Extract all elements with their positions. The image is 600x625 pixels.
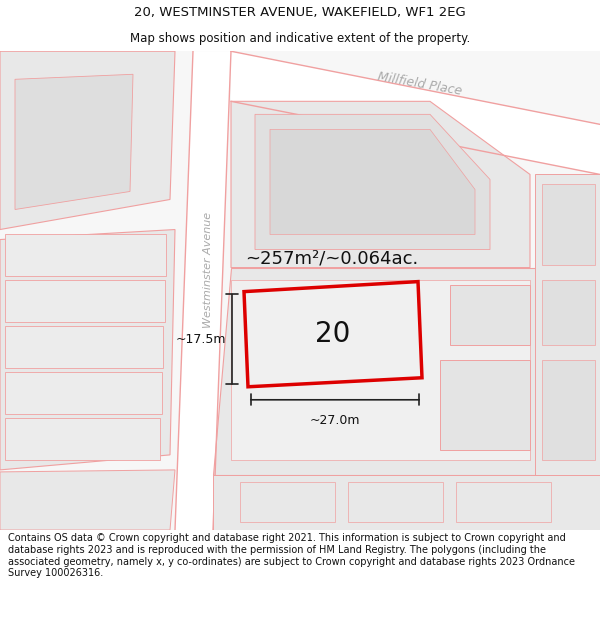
Polygon shape — [535, 174, 600, 475]
Text: Contains OS data © Crown copyright and database right 2021. This information is : Contains OS data © Crown copyright and d… — [8, 533, 575, 578]
Text: ~17.5m: ~17.5m — [176, 332, 226, 346]
Polygon shape — [231, 279, 530, 460]
Polygon shape — [15, 74, 133, 209]
Text: ~257m²/~0.064ac.: ~257m²/~0.064ac. — [245, 249, 418, 268]
Text: ~27.0m: ~27.0m — [310, 414, 360, 427]
Polygon shape — [5, 279, 164, 322]
Polygon shape — [0, 470, 175, 530]
Polygon shape — [440, 360, 530, 450]
Polygon shape — [5, 326, 163, 367]
Text: Millfield Place: Millfield Place — [377, 71, 463, 98]
Polygon shape — [270, 129, 475, 234]
Polygon shape — [213, 475, 600, 530]
Polygon shape — [0, 229, 175, 470]
Text: 20: 20 — [316, 321, 350, 349]
Polygon shape — [542, 184, 595, 264]
Polygon shape — [5, 372, 161, 414]
Polygon shape — [231, 51, 600, 174]
Polygon shape — [240, 482, 335, 522]
Text: 20, WESTMINSTER AVENUE, WAKEFIELD, WF1 2EG: 20, WESTMINSTER AVENUE, WAKEFIELD, WF1 2… — [134, 6, 466, 19]
Polygon shape — [542, 360, 595, 460]
Polygon shape — [5, 234, 166, 276]
Polygon shape — [542, 279, 595, 345]
Polygon shape — [5, 418, 160, 460]
Text: Westminster Avenue: Westminster Avenue — [203, 211, 213, 328]
Polygon shape — [255, 114, 490, 249]
Polygon shape — [175, 51, 231, 530]
Polygon shape — [213, 268, 560, 475]
Polygon shape — [450, 284, 530, 345]
Polygon shape — [456, 482, 551, 522]
Polygon shape — [0, 51, 175, 229]
Polygon shape — [231, 101, 530, 268]
Polygon shape — [0, 51, 600, 530]
Polygon shape — [348, 482, 443, 522]
Text: Map shows position and indicative extent of the property.: Map shows position and indicative extent… — [130, 32, 470, 45]
